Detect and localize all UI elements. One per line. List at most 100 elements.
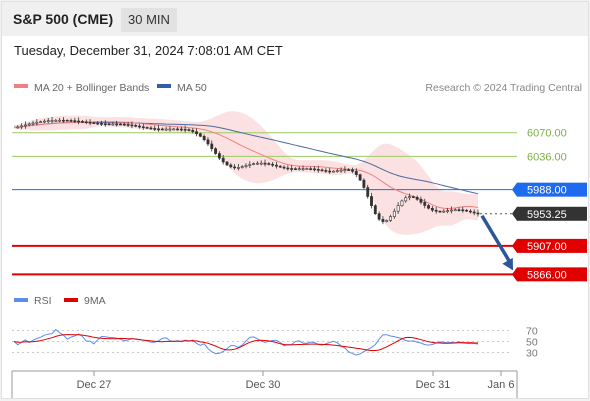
candle: [157, 125, 160, 132]
candle: [476, 209, 480, 217]
candle-down-body: [468, 210, 472, 213]
candle-down-body: [472, 211, 476, 214]
candle-up-body: [35, 121, 39, 124]
candle: [335, 168, 339, 173]
candle-down-body: [195, 131, 198, 134]
candle: [210, 140, 214, 152]
candle-down-body: [465, 209, 469, 212]
candle: [20, 123, 24, 130]
candle-down-body: [457, 209, 461, 212]
resistance-tag-label: 6070.00: [527, 128, 567, 140]
candle-down-body: [198, 133, 202, 137]
candle: [191, 128, 195, 134]
candle: [442, 209, 446, 213]
candle-down-body: [81, 121, 84, 123]
candle: [145, 126, 149, 129]
candle-down-body: [153, 128, 157, 130]
candle: [339, 167, 343, 173]
candle: [301, 165, 305, 172]
rsi-tick-label: 70: [526, 326, 538, 338]
candle: [381, 216, 385, 225]
header-bar: S&P 500 (CME) 30 MIN: [2, 2, 588, 36]
candle: [195, 128, 198, 137]
candle: [84, 119, 88, 125]
candle: [236, 163, 240, 171]
candle: [354, 168, 358, 178]
candle: [271, 161, 275, 167]
research-credit: Research © 2024 Trading Central: [425, 82, 582, 94]
candle-up-body: [339, 169, 343, 172]
candle: [294, 167, 297, 170]
candle-down-body: [362, 179, 366, 188]
candle: [309, 166, 313, 171]
pivot-tag: [517, 182, 587, 197]
candle-down-body: [96, 122, 100, 125]
candle-up-body: [446, 210, 450, 212]
candle-up-body: [259, 162, 263, 165]
candle: [370, 192, 373, 209]
rsi-tick-label: 50: [526, 337, 538, 349]
candle: [267, 162, 271, 166]
candle: [31, 120, 35, 126]
candle-up-body: [31, 122, 35, 125]
candle: [23, 121, 27, 129]
candle-down-body: [381, 218, 385, 222]
candle: [183, 125, 187, 133]
candle-down-body: [423, 202, 427, 206]
candle-down-body: [286, 167, 290, 170]
candle-down-body: [290, 168, 294, 170]
candle-down-body: [271, 163, 275, 166]
candle: [115, 120, 119, 127]
candle-up-body: [343, 169, 347, 171]
candle-up-body: [385, 220, 389, 222]
candle: [259, 160, 263, 166]
candle-down-body: [274, 164, 278, 167]
candle-down-body: [377, 213, 381, 220]
candle: [122, 122, 126, 126]
bollinger-band: [14, 111, 478, 235]
candle-down-body: [115, 123, 119, 126]
x-tick-label: Dec 30: [246, 379, 281, 391]
candle-down-body: [134, 125, 138, 127]
price-legend: MA 20 + Bollinger Bands MA 50 Research ©…: [14, 82, 582, 94]
candle-up-body: [335, 170, 339, 172]
ma50-legend-swatch: [157, 84, 171, 88]
candle: [468, 209, 472, 214]
candle: [225, 160, 229, 166]
candle: [385, 219, 389, 223]
candle-up-body: [111, 123, 115, 126]
candle: [202, 134, 206, 142]
current-tag: [517, 206, 587, 221]
ma50-legend-label: MA 50: [177, 82, 207, 94]
candle-down-body: [138, 125, 141, 128]
candle: [263, 159, 267, 167]
candle-down-body: [430, 207, 434, 211]
support-tag: [517, 238, 587, 253]
current-tag-pointer: [512, 206, 517, 221]
candle-down-body: [160, 128, 164, 131]
candle: [179, 126, 183, 132]
candle: [313, 166, 316, 172]
timeframe-button[interactable]: 30 MIN: [121, 8, 177, 32]
candle: [50, 116, 54, 124]
candle-up-body: [58, 119, 62, 122]
candle-down-body: [214, 148, 218, 154]
candle: [461, 206, 465, 213]
candle: [290, 164, 294, 172]
candle-down-body: [320, 169, 324, 172]
candle: [103, 120, 107, 127]
candle: [160, 127, 164, 131]
pivot-tag-label: 5988.00: [527, 185, 567, 197]
candle-down-body: [267, 163, 271, 165]
candle-down-body: [187, 129, 191, 131]
timestamp: Tuesday, December 31, 2024 7:08:01 AM CE…: [14, 43, 283, 58]
candle: [252, 162, 256, 166]
candle: [138, 123, 141, 129]
candle-down-body: [77, 120, 81, 123]
candle-down-body: [358, 174, 362, 181]
candle: [438, 210, 442, 213]
candle-down-body: [145, 127, 149, 129]
candle: [316, 165, 320, 173]
candle: [217, 151, 221, 160]
